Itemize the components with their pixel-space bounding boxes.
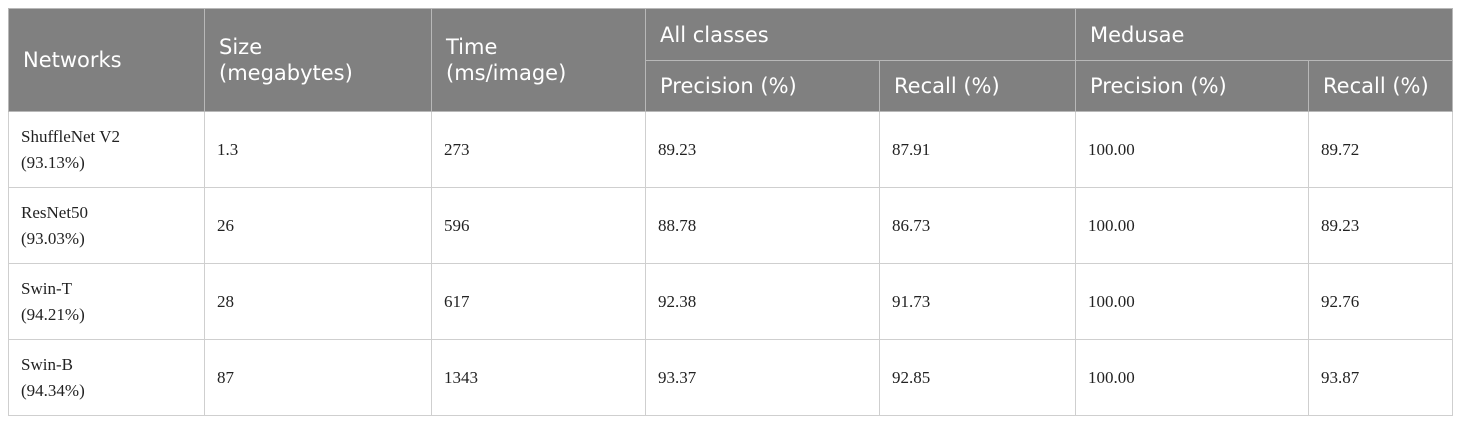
value-cell: 88.78 bbox=[645, 187, 880, 264]
value-cell: 89.72 bbox=[1308, 111, 1454, 188]
value-cell: 100.00 bbox=[1075, 339, 1310, 416]
header-cell: Recall (%) bbox=[1308, 60, 1454, 112]
header-group: Medusae bbox=[1075, 8, 1454, 61]
network-cell: Swin-T (94.21%) bbox=[8, 263, 205, 340]
header-row: Precision (%) Recall (%) Precision (%) R… bbox=[9, 60, 1454, 112]
header-cell: Networks bbox=[8, 8, 205, 112]
network-line: (93.03%) bbox=[21, 228, 85, 248]
value-cell: 617 bbox=[431, 263, 646, 340]
header-cell: Precision (%) bbox=[1075, 60, 1310, 112]
network-line: (93.13%) bbox=[21, 152, 85, 172]
header-line: Size bbox=[219, 35, 263, 59]
header-cell: Precision (%) bbox=[645, 60, 880, 112]
header-cell: Recall (%) bbox=[878, 60, 1077, 112]
value-cell: 100.00 bbox=[1075, 111, 1310, 188]
value-cell: 1343 bbox=[431, 339, 646, 416]
table-row: ResNet50 (93.03%) 26 596 88.78 86.73 100.00 89.… bbox=[8, 187, 1454, 264]
network-line: Swin-B bbox=[21, 354, 73, 374]
header-cell: Size (megabytes) bbox=[204, 8, 432, 112]
value-cell: 1.3 bbox=[204, 111, 432, 188]
network-cell: Swin-B (94.34%) bbox=[8, 339, 205, 416]
results-table: Networks Size (megabytes) Time (ms/image) … bbox=[8, 8, 1454, 416]
table-row: ShuffleNet V2 (93.13%) 1.3 273 89.23 87.91 100… bbox=[8, 111, 1454, 188]
network-line: ResNet50 bbox=[21, 202, 89, 222]
value-cell: 87.91 bbox=[878, 111, 1077, 188]
value-cell: 91.73 bbox=[878, 263, 1077, 340]
network-line: (94.21%) bbox=[21, 304, 85, 324]
value-cell: 93.87 bbox=[1308, 339, 1454, 416]
value-cell: 86.73 bbox=[878, 187, 1077, 264]
table-row: Swin-B (94.34%) 87 1343 93.37 92.85 100.00 93.8… bbox=[8, 339, 1454, 416]
header-row: Networks Size (megabytes) Time (ms/image) … bbox=[8, 8, 1454, 112]
network-cell: ResNet50 (93.03%) bbox=[8, 187, 205, 264]
value-cell: 89.23 bbox=[645, 111, 880, 188]
value-cell: 273 bbox=[431, 111, 646, 188]
header-line: (megabytes) bbox=[219, 61, 353, 85]
value-cell: 89.23 bbox=[1308, 187, 1454, 264]
value-cell: 92.38 bbox=[645, 263, 880, 340]
table-body: ShuffleNet V2 (93.13%) 1.3 273 89.23 87.91 100… bbox=[8, 111, 1454, 416]
value-cell: 26 bbox=[204, 187, 432, 264]
network-line: (94.34%) bbox=[21, 380, 85, 400]
table-wrap: Networks Size (megabytes) Time (ms/image) … bbox=[8, 8, 1454, 416]
network-cell: ShuffleNet V2 (93.13%) bbox=[8, 111, 205, 188]
header-cell: Time (ms/image) bbox=[431, 8, 646, 112]
network-line: Swin-T bbox=[21, 278, 72, 298]
header-line: Time bbox=[446, 35, 498, 59]
network-line: ShuffleNet V2 bbox=[21, 126, 121, 146]
value-cell: 596 bbox=[431, 187, 646, 264]
value-cell: 100.00 bbox=[1075, 187, 1310, 264]
header-group: All classes bbox=[644, 8, 1077, 61]
table-header: Networks Size (megabytes) Time (ms/image) … bbox=[8, 8, 1454, 112]
value-cell: 100.00 bbox=[1075, 263, 1310, 340]
value-cell: 92.76 bbox=[1308, 263, 1454, 340]
header-line: (ms/image) bbox=[446, 61, 567, 85]
value-cell: 92.85 bbox=[878, 339, 1077, 416]
value-cell: 28 bbox=[204, 263, 432, 340]
value-cell: 87 bbox=[204, 339, 432, 416]
table-row: Swin-T (94.21%) 28 617 92.38 91.73 100.00 92.76 bbox=[8, 263, 1454, 340]
value-cell: 93.37 bbox=[645, 339, 880, 416]
